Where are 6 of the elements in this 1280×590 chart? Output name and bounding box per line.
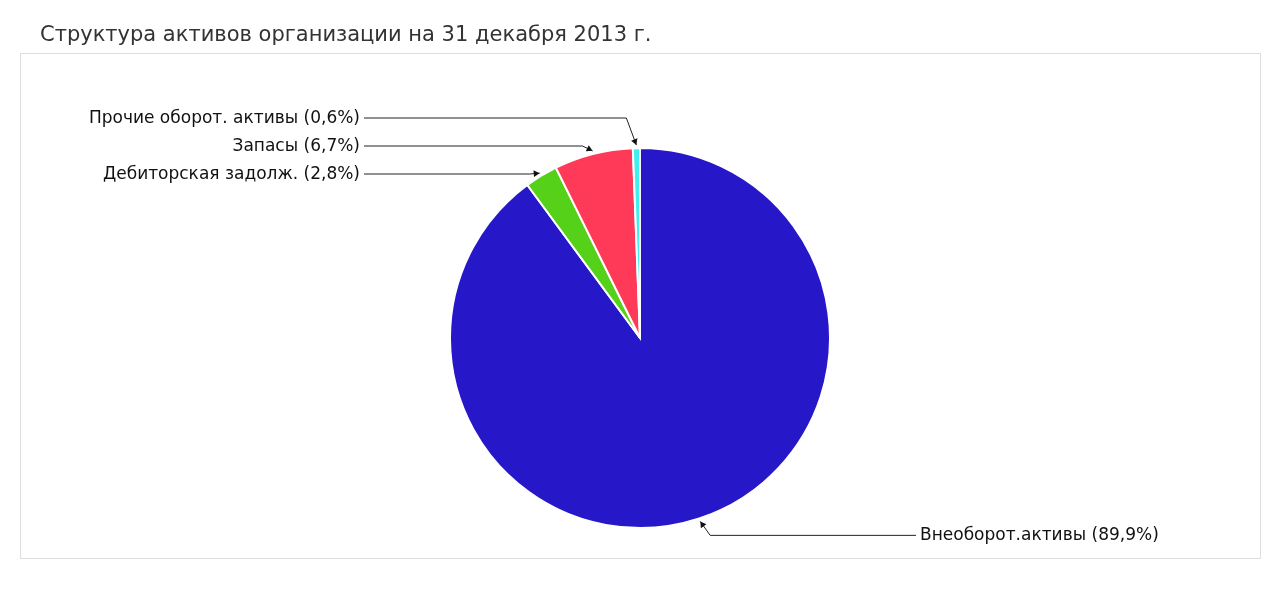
slice-label: Прочие оборот. активы (0,6%) — [88, 107, 360, 127]
slice-label: Дебиторская задолж. (2,8%) — [102, 163, 360, 183]
chart-title: Структура активов организации на 31 декабря 2013 г. — [40, 22, 652, 46]
pie-slice — [449, 147, 831, 529]
slice-label: Запасы (6,7%) — [232, 135, 360, 155]
slice-label: Внеоборот.активы (89,9%) — [920, 524, 1159, 545]
